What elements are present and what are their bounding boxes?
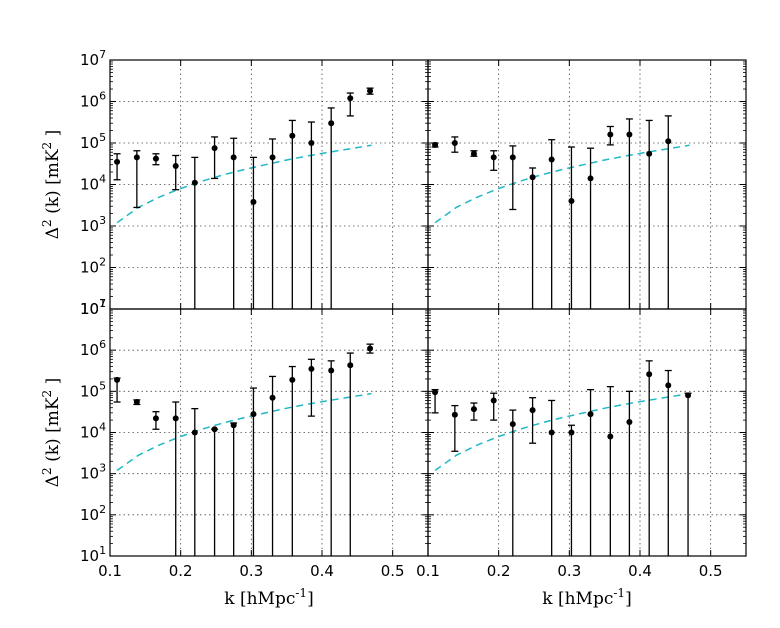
- x-tick-label: 0.1: [416, 562, 440, 580]
- x-tick-label: 0.5: [699, 562, 723, 580]
- data-point: [646, 371, 653, 378]
- data-point: [133, 154, 140, 161]
- data-point: [568, 429, 575, 436]
- data-point: [451, 411, 458, 418]
- data-point: [490, 397, 497, 404]
- x-axis-label: k [hMpc-1]: [224, 586, 313, 609]
- data-point: [250, 411, 257, 418]
- y-tick-label: 102: [80, 503, 106, 524]
- y-tick-label: 104: [80, 421, 106, 442]
- data-point: [211, 426, 218, 433]
- data-point: [665, 382, 672, 389]
- data-point: [172, 415, 179, 422]
- y-tick-label: 105: [80, 131, 106, 152]
- data-point: [568, 198, 575, 205]
- y-tick-label: 102: [80, 256, 106, 277]
- x-tick-label: 0.5: [381, 562, 405, 580]
- data-point: [191, 429, 198, 436]
- y-tick-label: 103: [80, 462, 106, 483]
- y-tick-label: 107: [80, 48, 106, 69]
- data-point: [548, 429, 555, 436]
- data-point: [230, 154, 237, 161]
- y-tick-label: 107: [80, 297, 106, 318]
- data-point: [172, 162, 179, 169]
- y-tick-label: 104: [80, 173, 106, 194]
- data-point: [665, 138, 672, 145]
- x-axis-label: k [hMpc-1]: [542, 586, 631, 609]
- panel-bottom-left: 101 102 103 104 105 106 107 0.1 0.2 0.3 0.4 0.5 k [h…: [40, 297, 429, 609]
- data-point: [347, 362, 354, 369]
- data-point: [470, 406, 477, 413]
- model-curve: [434, 144, 690, 224]
- model-curve: [434, 392, 690, 472]
- data-point: [490, 154, 497, 161]
- data-point: [548, 156, 555, 163]
- data-point: [509, 154, 516, 161]
- y-tick-label: 106: [80, 338, 106, 359]
- data-point: [347, 95, 354, 102]
- y-tick-label: 105: [80, 379, 106, 400]
- data-point: [328, 120, 335, 127]
- data-point: [367, 87, 374, 94]
- data-point: [211, 145, 218, 152]
- y-tick-label: 101: [80, 297, 106, 318]
- x-tick-label: 0.4: [310, 562, 334, 580]
- x-tick-label: 0.2: [169, 562, 193, 580]
- data-point: [289, 132, 296, 139]
- data-point: [269, 394, 276, 401]
- y-tick-label: 101: [80, 544, 106, 565]
- data-point: [529, 174, 536, 181]
- data-point: [587, 175, 594, 182]
- panel-bottom-right: 0.1 0.2 0.3 0.4 0.5 k [hMpc-1]: [416, 308, 747, 609]
- panel-top-left: 101 102 103 104 105 106 107 Δ2 (k) [mK2 ]: [40, 48, 429, 318]
- data-point: [470, 150, 477, 157]
- data-point: [250, 198, 257, 205]
- x-tick-label: 0.4: [628, 562, 652, 580]
- data-point: [509, 421, 516, 428]
- data-point: [328, 367, 335, 374]
- panel-frame: [427, 308, 747, 557]
- data-point: [289, 376, 296, 383]
- data-point: [114, 376, 121, 383]
- data-point: [191, 179, 198, 186]
- data-point: [230, 422, 237, 429]
- data-point: [133, 399, 140, 406]
- data-point: [607, 131, 614, 138]
- data-point: [152, 415, 159, 422]
- data-point: [432, 389, 439, 396]
- x-tick-label: 0.2: [487, 562, 511, 580]
- data-point: [269, 154, 276, 161]
- x-tick-label: 0.3: [239, 562, 263, 580]
- x-tick-label: 0.3: [557, 562, 581, 580]
- data-point: [626, 418, 633, 425]
- data-point: [685, 392, 692, 399]
- data-point: [432, 141, 439, 148]
- data-point: [451, 140, 458, 146]
- model-curve: [116, 392, 372, 472]
- data-point: [114, 158, 121, 165]
- y-axis-label: Δ2 (k) [mK2 ]: [40, 130, 63, 239]
- data-point: [367, 345, 374, 352]
- data-point: [308, 365, 315, 372]
- data-point: [308, 140, 315, 146]
- data-point: [626, 131, 633, 138]
- data-point: [587, 411, 594, 418]
- y-axis-label: Δ2 (k) [mK2 ]: [40, 378, 63, 487]
- data-point: [529, 407, 536, 414]
- x-tick-label: 0.1: [98, 562, 122, 580]
- data-point: [152, 155, 159, 162]
- y-tick-label: 106: [80, 90, 106, 111]
- model-curve: [116, 144, 372, 224]
- y-tick-label: 103: [80, 214, 106, 235]
- panel-top-right: [427, 59, 747, 310]
- data-point: [646, 150, 653, 157]
- data-point: [607, 433, 614, 440]
